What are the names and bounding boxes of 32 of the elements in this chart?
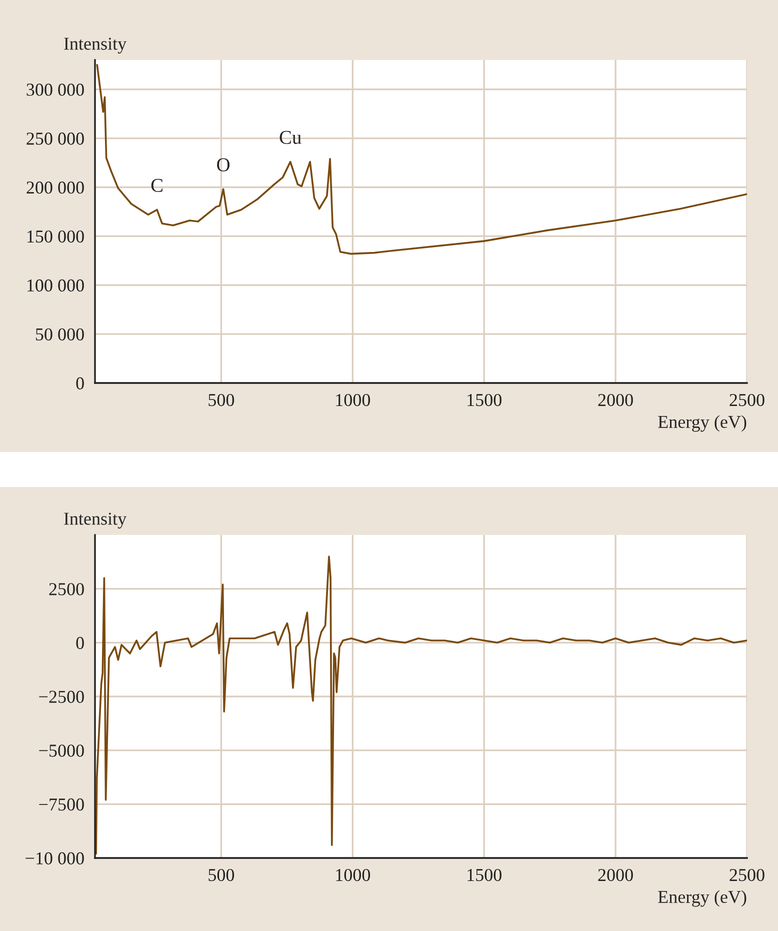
y-tick-label: 50 000 — [36, 328, 84, 341]
y-tick-label: 200 000 — [26, 182, 84, 194]
x-tick-label: 2000 — [598, 394, 633, 406]
y-axis-title: Intensity — [64, 38, 127, 54]
line-series — [95, 556, 747, 855]
y-tick-label: −2500 — [39, 690, 84, 703]
x-tick-label: 1500 — [468, 394, 502, 406]
x-tick-label: 500 — [208, 868, 234, 882]
x-axis-title: Energy (eV) — [658, 415, 746, 432]
annotation: C — [151, 178, 162, 192]
y-tick-label: 150 000 — [27, 230, 84, 243]
line-series — [96, 64, 747, 255]
annotation: Cu — [280, 130, 302, 144]
y-tick-label: 300 000 — [26, 84, 84, 96]
x-tick-label: 1000 — [336, 394, 370, 406]
x-tick-label: 2500 — [730, 394, 764, 406]
x-tick-label: 2000 — [598, 868, 633, 882]
y-axis-title: Intensity — [64, 512, 127, 529]
x-tick-label: 1000 — [336, 868, 370, 882]
y-tick-label: 0 — [76, 636, 84, 650]
annotation: O — [217, 158, 230, 172]
y-tick-label: 250 000 — [26, 132, 84, 145]
y-tick-label: 0 — [76, 377, 84, 390]
x-tick-label: 2500 — [730, 868, 764, 882]
y-tick-label: 100 000 — [27, 279, 84, 292]
y-tick-label: −5000 — [39, 744, 84, 757]
y-tick-label: −7500 — [39, 798, 84, 811]
y-tick-label: −10 000 — [26, 852, 84, 864]
x-tick-label: 500 — [208, 394, 234, 406]
x-axis-title: Energy (eV) — [658, 890, 746, 907]
y-tick-label: 2500 — [49, 583, 84, 596]
x-tick-label: 1500 — [468, 868, 502, 882]
